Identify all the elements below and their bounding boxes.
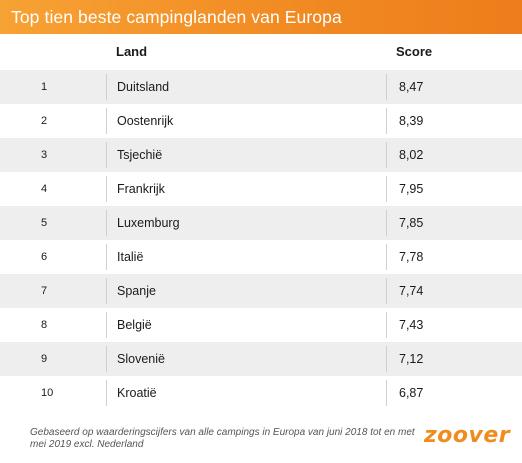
- table-row: 8 België 7,43: [0, 308, 522, 342]
- table-row: 2 Oostenrijk 8,39: [0, 104, 522, 138]
- country-cell: Frankrijk: [106, 176, 384, 202]
- score-cell: 6,87: [386, 380, 522, 406]
- score-cell: 8,47: [386, 74, 522, 100]
- country-cell: Slovenië: [106, 346, 384, 372]
- score-cell: 8,39: [386, 108, 522, 134]
- score-cell: 8,02: [386, 142, 522, 168]
- country-cell: Luxemburg: [106, 210, 384, 236]
- header-land: Land: [116, 44, 148, 59]
- country-cell: Italië: [106, 244, 384, 270]
- table-row: 10 Kroatië 6,87: [0, 376, 522, 410]
- table-row: 3 Tsjechië 8,02: [0, 138, 522, 172]
- country-cell: Duitsland: [106, 74, 384, 100]
- chart-title: Top tien beste campinglanden van Europa: [11, 6, 342, 27]
- score-cell: 7,95: [386, 176, 522, 202]
- table-row: 4 Frankrijk 7,95: [0, 172, 522, 206]
- rank-cell: 10: [41, 387, 54, 399]
- zoover-logo: zoover: [424, 423, 511, 448]
- score-cell: 7,85: [386, 210, 522, 236]
- table-body: 1 Duitsland 8,47 2 Oostenrijk 8,39 3 Tsjechië 8,…: [0, 70, 522, 410]
- rank-cell: 1: [41, 81, 48, 93]
- score-cell: 7,43: [386, 312, 522, 338]
- header-score: Score: [396, 44, 433, 59]
- country-cell: België: [106, 312, 384, 338]
- table-row: 7 Spanje 7,74: [0, 274, 522, 308]
- rank-cell: 7: [41, 285, 48, 297]
- table-row: 5 Luxemburg 7,85: [0, 206, 522, 240]
- rank-cell: 6: [41, 251, 48, 263]
- table-header: Land Score: [0, 34, 522, 70]
- country-cell: Spanje: [106, 278, 384, 304]
- score-cell: 7,78: [386, 244, 522, 270]
- country-cell: Oostenrijk: [106, 108, 384, 134]
- ranking-table: Land Score 1 Duitsland 8,47 2 Oostenrijk 8,39…: [0, 34, 522, 410]
- rank-cell: 5: [41, 217, 48, 229]
- rank-cell: 4: [41, 183, 48, 195]
- rank-cell: 9: [41, 353, 48, 365]
- table-row: 9 Slovenië 7,12: [0, 342, 522, 376]
- rank-cell: 3: [41, 149, 48, 161]
- rank-cell: 2: [41, 115, 48, 127]
- table-row: 6 Italië 7,78: [0, 240, 522, 274]
- score-cell: 7,12: [386, 346, 522, 372]
- rank-cell: 8: [41, 319, 48, 331]
- table-row: 1 Duitsland 8,47: [0, 70, 522, 104]
- country-cell: Kroatië: [106, 380, 384, 406]
- country-cell: Tsjechië: [106, 142, 384, 168]
- footnote: Gebaseerd op waarderingscijfers van alle…: [30, 427, 415, 450]
- score-cell: 7,74: [386, 278, 522, 304]
- title-bar: Top tien beste campinglanden van Europa: [0, 0, 522, 34]
